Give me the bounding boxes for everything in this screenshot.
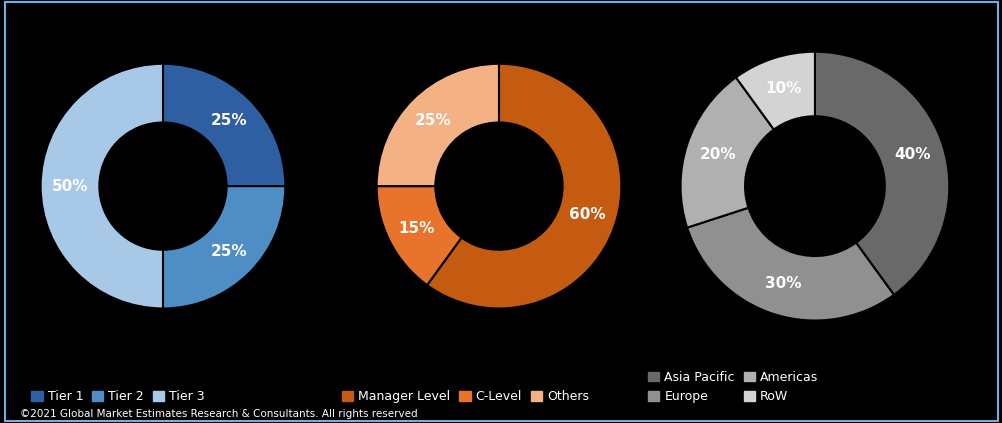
- Text: 30%: 30%: [765, 276, 801, 291]
- Text: ©2021 Global Market Estimates Research & Consultants. All rights reserved: ©2021 Global Market Estimates Research &…: [20, 409, 417, 419]
- Wedge shape: [427, 64, 620, 308]
- Wedge shape: [814, 52, 948, 295]
- Legend: Manager Level, C-Level, Others: Manager Level, C-Level, Others: [337, 385, 593, 408]
- Wedge shape: [162, 186, 286, 308]
- Wedge shape: [162, 64, 286, 186]
- Text: 60%: 60%: [568, 207, 605, 222]
- Wedge shape: [686, 208, 893, 321]
- Wedge shape: [735, 52, 815, 129]
- Text: 15%: 15%: [398, 221, 434, 236]
- Legend: Asia Pacific, Europe, Americas, RoW: Asia Pacific, Europe, Americas, RoW: [642, 366, 823, 408]
- Text: 25%: 25%: [210, 113, 246, 128]
- Text: 40%: 40%: [893, 147, 930, 162]
- Text: 25%: 25%: [415, 113, 451, 128]
- Wedge shape: [680, 77, 774, 228]
- Legend: Tier 1, Tier 2, Tier 3: Tier 1, Tier 2, Tier 3: [26, 385, 209, 408]
- Text: 20%: 20%: [698, 147, 735, 162]
- Wedge shape: [40, 64, 163, 308]
- Wedge shape: [376, 186, 461, 285]
- Text: 50%: 50%: [52, 179, 88, 194]
- Text: 10%: 10%: [765, 82, 801, 96]
- Text: 25%: 25%: [210, 244, 246, 259]
- Wedge shape: [376, 64, 499, 186]
